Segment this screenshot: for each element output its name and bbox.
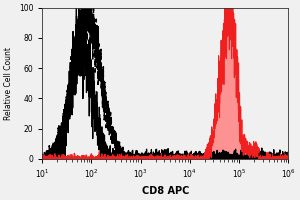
X-axis label: CD8 APC: CD8 APC bbox=[142, 186, 189, 196]
Y-axis label: Relative Cell Count: Relative Cell Count bbox=[4, 47, 13, 120]
